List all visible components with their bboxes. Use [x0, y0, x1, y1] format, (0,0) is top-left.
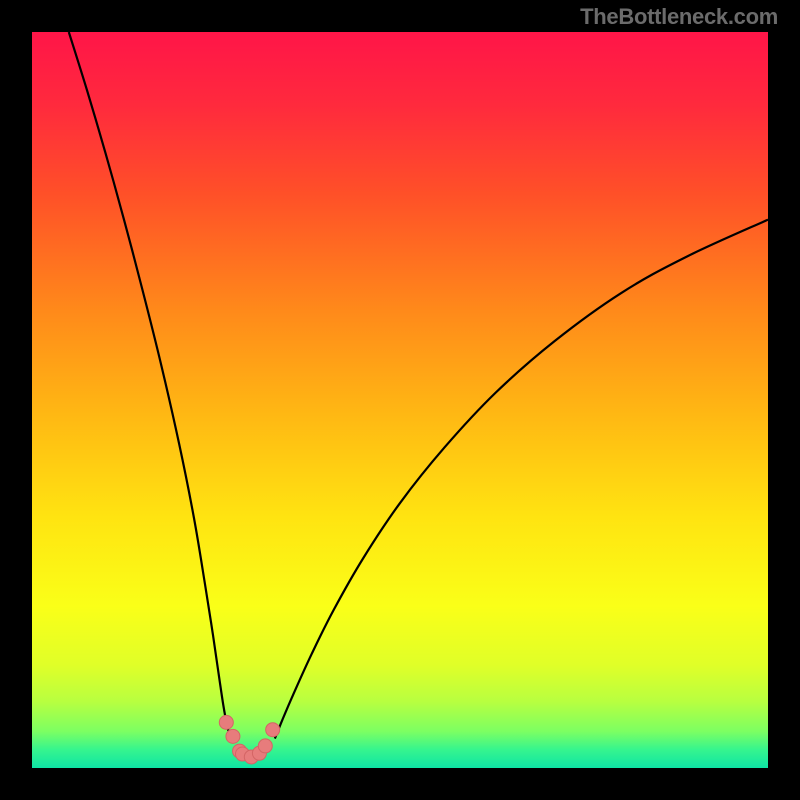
marker-point: [258, 739, 272, 753]
marker-point: [266, 723, 280, 737]
bottleneck-chart: [0, 0, 800, 800]
marker-point: [226, 729, 240, 743]
marker-point: [219, 715, 233, 729]
watermark-text: TheBottleneck.com: [580, 4, 778, 30]
plot-background: [32, 32, 768, 768]
